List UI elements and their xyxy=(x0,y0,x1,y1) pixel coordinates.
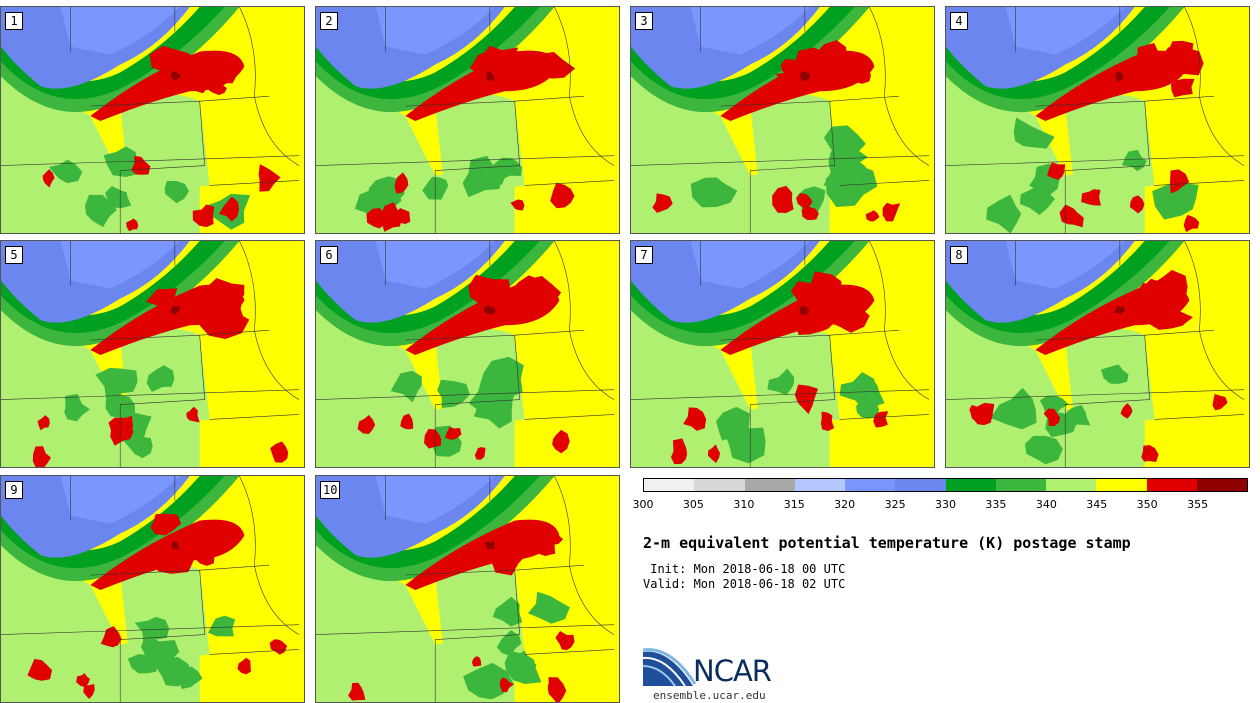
colorbar-tick-label: 330 xyxy=(935,498,956,511)
temperature-field xyxy=(316,7,619,233)
colorbar-swatch xyxy=(794,479,845,491)
temperature-field xyxy=(946,7,1249,233)
init-time: Init: Mon 2018-06-18 00 UTC xyxy=(643,562,846,576)
colorbar-tick-label: 335 xyxy=(985,498,1007,511)
temperature-field xyxy=(946,241,1249,467)
stamp-map-5: 5 xyxy=(0,240,305,468)
logo-wordmark: NCAR xyxy=(693,654,772,688)
stamp-map-2: 2 xyxy=(315,6,620,234)
colorbar-swatch xyxy=(1096,479,1147,491)
stamp-map-3: 3 xyxy=(630,6,935,234)
stamp-number: 8 xyxy=(950,246,968,264)
stamp-map-10: 10 xyxy=(315,475,620,703)
colorbar-tick-labels: 300 305 310 315 320 325 330 335 340 345 350 355 xyxy=(633,498,1248,512)
colorbar-tick-label: 355 xyxy=(1187,498,1209,511)
colorbar-swatch xyxy=(845,479,896,491)
colorbar-swatch xyxy=(1046,479,1097,491)
temperature-field xyxy=(316,476,619,702)
colorbar-tick-label: 305 xyxy=(682,498,704,511)
valid-time: Valid: Mon 2018-06-18 02 UTC xyxy=(643,577,846,591)
colorbar-tick-label: 340 xyxy=(1035,498,1057,511)
stamp-number: 9 xyxy=(5,481,23,499)
temperature-field xyxy=(631,7,934,233)
colorbar-tick-label: 315 xyxy=(783,498,805,511)
chart-title: 2-m equivalent potential temperature (K)… xyxy=(643,534,1131,552)
stamp-map-1: 1 xyxy=(0,6,305,234)
stamp-map-4: 4 xyxy=(945,6,1250,234)
stamp-number: 4 xyxy=(950,12,968,30)
temperature-field xyxy=(316,241,619,467)
colorbar-tick-label: 320 xyxy=(834,498,856,511)
colorbar-tick-label: 325 xyxy=(884,498,906,511)
stamp-number: 2 xyxy=(320,12,338,30)
temperature-field xyxy=(1,7,304,233)
stamp-number: 7 xyxy=(635,246,653,264)
colorbar-tick-label: 350 xyxy=(1136,498,1158,511)
stamp-number: 1 xyxy=(5,12,23,30)
temperature-field xyxy=(631,241,934,467)
colorbar-swatch xyxy=(1196,479,1247,491)
stamp-map-7: 7 xyxy=(630,240,935,468)
stamp-map-9: 9 xyxy=(0,475,305,703)
temperature-field xyxy=(1,241,304,467)
colorbar xyxy=(643,478,1248,492)
colorbar-swatch xyxy=(1146,479,1197,491)
colorbar-swatch xyxy=(895,479,946,491)
site-url: ensemble.ucar.edu xyxy=(653,689,766,702)
colorbar-swatch xyxy=(945,479,996,491)
colorbar-swatch xyxy=(644,479,695,491)
colorbar-swatch xyxy=(744,479,795,491)
colorbar-tick-label: 310 xyxy=(733,498,755,511)
stamp-number: 3 xyxy=(635,12,653,30)
stamp-map-8: 8 xyxy=(945,240,1250,468)
colorbar-tick-label: 345 xyxy=(1086,498,1108,511)
stamp-number: 5 xyxy=(5,246,23,264)
colorbar-swatch xyxy=(995,479,1046,491)
stamp-map-6: 6 xyxy=(315,240,620,468)
stamp-number: 6 xyxy=(320,246,338,264)
colorbar-swatch xyxy=(694,479,745,491)
stamp-number: 10 xyxy=(320,481,341,499)
temperature-field xyxy=(1,476,304,702)
colorbar-tick-label: 300 xyxy=(632,498,654,511)
ncar-logo-icon xyxy=(643,648,697,687)
